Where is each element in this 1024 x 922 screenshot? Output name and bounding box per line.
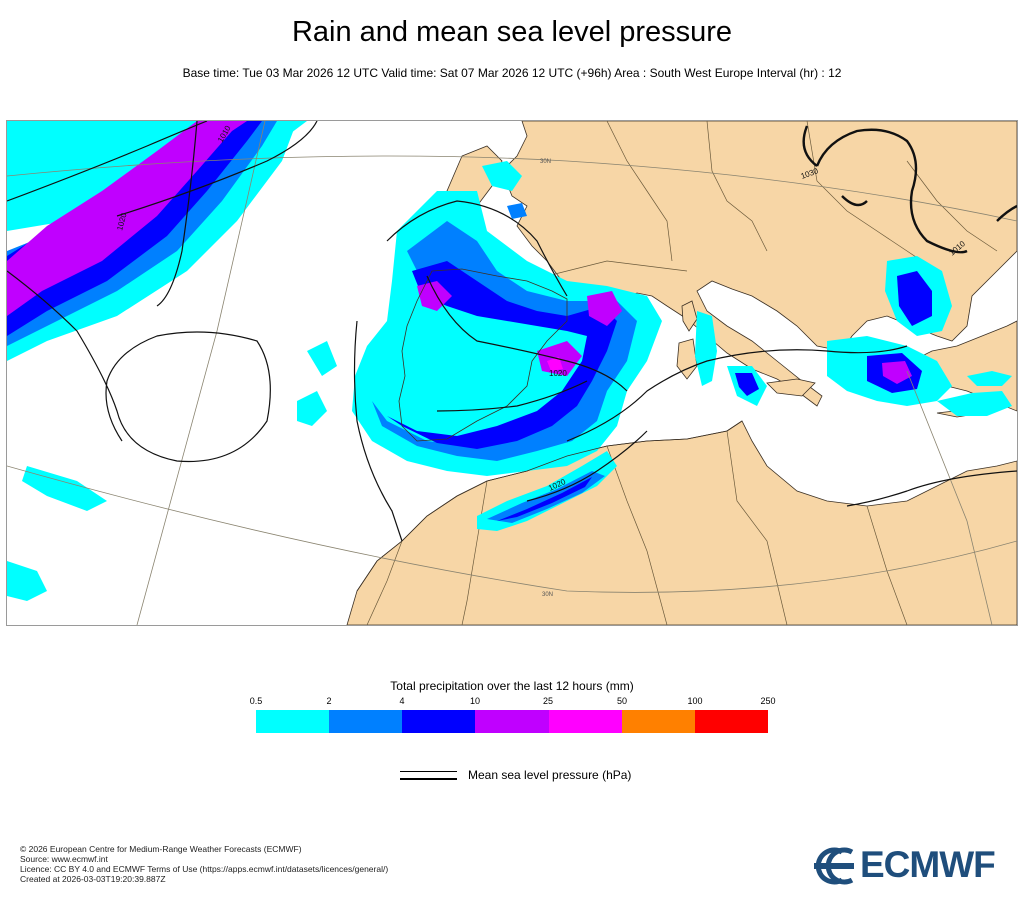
legend-color-swatch: [548, 710, 622, 733]
mslp-label: Mean sea level pressure (hPa): [468, 768, 632, 782]
legend-tick: 10: [469, 696, 481, 706]
legend-color-swatch: [694, 710, 768, 733]
legend-tick: 250: [760, 696, 776, 706]
ecmwf-logo-text: ECMWF: [860, 844, 996, 885]
legend-tick: 4: [399, 696, 405, 706]
mslp-line-thin: [400, 771, 457, 772]
isobars: [7, 121, 1017, 542]
legend-tick: 2: [326, 696, 332, 706]
legend-tick: 25: [542, 696, 554, 706]
weather-map[interactable]: 1010 1020 1030 1020 1020 1010 30N 30N: [6, 120, 1018, 626]
graticule: [7, 121, 1017, 625]
legend-color-swatch: [329, 710, 403, 733]
licence-line: Licence: CC BY 4.0 and ECMWF Terms of Us…: [20, 864, 389, 874]
legend-color-swatch: [256, 710, 330, 733]
ecmwf-logo-icon: [814, 847, 854, 885]
graticule-labels: 30N 30N: [540, 159, 553, 598]
ecmwf-logo[interactable]: ECMWF: [812, 844, 1012, 888]
isobar-label: 1020: [549, 369, 567, 378]
source-line: Source: www.ecmwf.int: [20, 854, 108, 864]
legend-tick: 0.5: [249, 696, 263, 706]
legend-tick: 100: [687, 696, 703, 706]
credits: © 2026 European Centre for Medium-Range …: [20, 844, 388, 884]
legend-ticks: 0.5 2 4 10 25 50 100 250: [250, 696, 776, 708]
legend-tick: 50: [616, 696, 628, 706]
copyright-line: © 2026 European Centre for Medium-Range …: [20, 844, 302, 854]
high-pressure-isobar: [802, 125, 1017, 254]
mslp-line-thick: [400, 778, 457, 780]
legend-color-swatch: [402, 710, 476, 733]
graticule-label: 30N: [540, 159, 551, 165]
legend-color-swatch: [475, 710, 549, 733]
map-title: Rain and mean sea level pressure: [291, 16, 733, 48]
map-subtitle: Base time: Tue 03 Mar 2026 12 UTC Valid …: [182, 66, 842, 80]
graticule-label: 30N: [542, 592, 553, 598]
mslp-legend: Mean sea level pressure (hPa): [400, 768, 700, 788]
legend-color-swatch: [621, 710, 695, 733]
legend-title: Total precipitation over the last 12 hou…: [390, 679, 634, 693]
map-canvas: 1010 1020 1030 1020 1020 1010 30N 30N: [7, 121, 1017, 625]
created-line: Created at 2026-03-03T19:20:39.887Z: [20, 874, 166, 884]
precipitation-color-scale: [256, 710, 768, 733]
precipitation: [7, 121, 1012, 601]
